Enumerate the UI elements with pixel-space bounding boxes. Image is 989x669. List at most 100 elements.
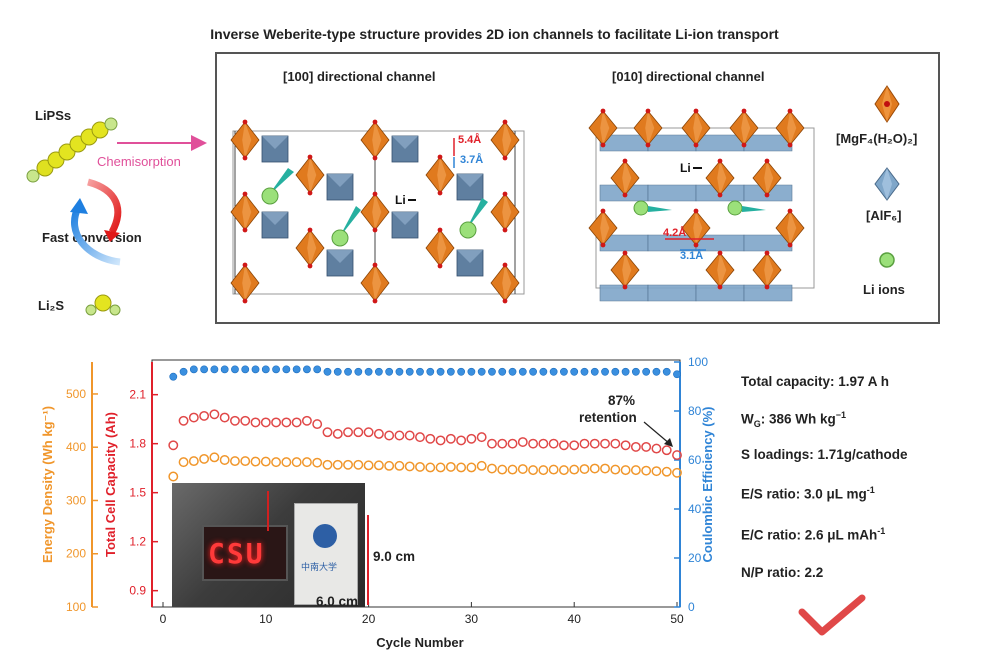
ce-point [344, 367, 352, 376]
ce-point [241, 365, 250, 374]
mgf4-legend-icon [874, 85, 900, 123]
capacity-point [209, 409, 220, 420]
ce-point [282, 365, 291, 374]
alf6-legend-icon [874, 167, 900, 201]
energy-point [219, 455, 230, 465]
energy-point [343, 459, 353, 470]
ce-point [416, 367, 424, 376]
x-tick-label: 10 [259, 612, 273, 626]
mg-octahedron-icon [360, 191, 390, 233]
capacity-point [445, 433, 456, 444]
x-tick-label: 20 [362, 612, 376, 626]
ce-point [292, 365, 301, 374]
energy-point [435, 462, 446, 473]
capacity-point [620, 440, 631, 451]
mg-octahedron-icon [490, 191, 520, 233]
ce-point [498, 367, 507, 376]
ce-tick-label: 80 [688, 404, 702, 418]
ce-point [323, 367, 332, 376]
channel-010-label: [010] directional channel [612, 69, 765, 84]
ce-tick-label: 20 [688, 551, 702, 565]
ce-point [570, 367, 579, 376]
energy-tick-label: 300 [66, 493, 86, 507]
energy-point [548, 464, 559, 475]
ce-point [662, 367, 671, 376]
dim-010-b: 3.1Å [680, 249, 703, 262]
ce-point [179, 367, 188, 376]
capacity-point [487, 438, 497, 449]
energy-point [507, 464, 518, 475]
al-octahedron-icon [647, 134, 697, 152]
energy-point [188, 456, 199, 467]
led-panel: CSU [202, 525, 288, 581]
energy-tick-label: 100 [66, 600, 86, 614]
energy-point [322, 459, 333, 470]
capacity-tick-label: 1.8 [129, 437, 146, 451]
capacity-point [641, 441, 652, 452]
ce-point [590, 367, 599, 376]
energy-point [641, 465, 652, 476]
ce-point [611, 367, 620, 376]
ce-point [272, 365, 280, 374]
energy-point [260, 456, 271, 467]
capacity-point [538, 438, 549, 449]
energy-point [240, 456, 251, 467]
capacity-point [569, 440, 580, 451]
mg-octahedron-icon [752, 250, 782, 290]
ce-point [529, 367, 537, 376]
energy-point [466, 462, 477, 473]
li-ion-icon [261, 168, 488, 247]
capacity-point [404, 430, 415, 441]
li-label-100: Li [395, 193, 406, 207]
energy-point [178, 457, 189, 468]
al-octahedron-icon [695, 134, 745, 152]
retention-label: retention [579, 410, 637, 425]
capacity-point [517, 437, 528, 447]
x-tick-label: 0 [160, 612, 167, 626]
alf6-legend-label: [AlF₆] [866, 208, 902, 223]
al-octahedron-icon [326, 173, 354, 201]
mg-octahedron-icon [230, 191, 260, 233]
energy-point [538, 465, 549, 476]
energy-point [250, 456, 261, 467]
mg-octahedron-icon [295, 227, 325, 269]
ce-point [539, 367, 548, 376]
capacity-point [373, 428, 384, 439]
mg-octahedron-icon [681, 208, 711, 248]
energy-point [445, 461, 456, 472]
capacity-point [281, 417, 292, 428]
channel-100-label: [100] directional channel [283, 69, 436, 84]
ce-point [395, 367, 404, 376]
ce-point [374, 367, 383, 376]
energy-point [353, 459, 364, 470]
al-octahedron-icon [695, 234, 745, 252]
lipss-label: LiPSs [35, 108, 72, 123]
photo-width-label: 6.0 cm [316, 594, 359, 609]
ce-point [477, 367, 486, 376]
dim-010-a: 4.2Å [663, 226, 686, 239]
capacity-tick-label: 1.2 [129, 535, 146, 549]
energy-point [332, 459, 343, 470]
li-ion-icon [633, 200, 766, 216]
x-tick-label: 40 [568, 612, 582, 626]
spec-s-loadings: S loadings: 1.71g/cathode [741, 447, 908, 462]
capacity-point [415, 432, 425, 443]
al-octahedron-icon [647, 284, 697, 302]
oxidation-arrow [71, 206, 121, 266]
capacity-point [425, 433, 436, 444]
al-octahedron-icon [261, 135, 289, 163]
capacity-point [353, 427, 364, 438]
x-axis-label: Cycle Number [376, 635, 463, 650]
spec-np-ratio: N/P ratio: 2.2 [741, 565, 824, 580]
al-octahedron-icon [743, 234, 793, 252]
capacity-point [322, 427, 333, 438]
energy-point [301, 457, 312, 468]
university-logo-icon [313, 524, 337, 548]
capacity-point [260, 417, 271, 428]
spec-wg: WG: 386 Wh kg−1 [741, 410, 847, 430]
ce-point [303, 365, 311, 374]
capacity-point [610, 438, 621, 449]
ce-tick-label: 0 [688, 600, 695, 614]
ce-point [488, 367, 496, 376]
energy-point [569, 464, 580, 475]
